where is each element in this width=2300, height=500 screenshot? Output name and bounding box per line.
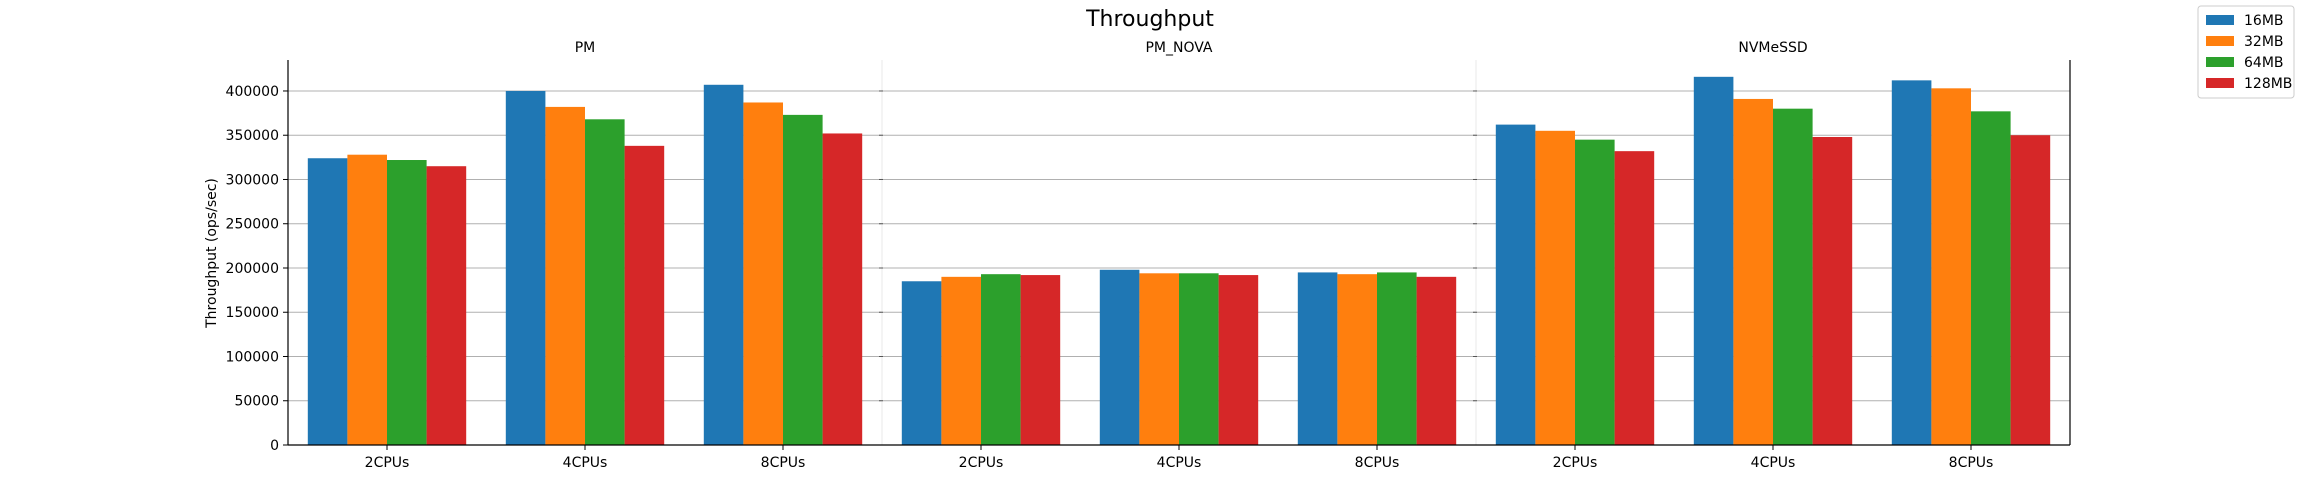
y-tick-label: 150000	[226, 305, 279, 321]
y-tick-label: 250000	[226, 217, 279, 233]
bar-NVMeSSD-8CPUs-64MB	[1971, 111, 2011, 445]
x-tick-label: 8CPUs	[761, 455, 806, 471]
panel-2: NVMeSSD 2CPUs 4CPUs 8CPUs	[1473, 40, 2070, 471]
bar-PM_NOVA-8CPUs-32MB	[1337, 274, 1377, 445]
x-tick-label: 2CPUs	[959, 455, 1004, 471]
legend-swatch-16MB	[2206, 15, 2234, 25]
bar-PM_NOVA-4CPUs-32MB	[1139, 273, 1179, 445]
y-tick-label: 0	[270, 438, 279, 454]
x-tick-label: 4CPUs	[1751, 455, 1796, 471]
y-tick-label: 400000	[226, 84, 279, 100]
bar-PM-8CPUs-16MB	[703, 84, 744, 445]
legend-label: 32MB	[2244, 34, 2284, 50]
bar-NVMeSSD-4CPUs-32MB	[1733, 98, 1773, 445]
x-tick-label: 8CPUs	[1355, 455, 1400, 471]
bar-NVMeSSD-2CPUs-32MB	[1535, 130, 1575, 445]
bar-NVMeSSD-4CPUs-64MB	[1773, 108, 1813, 445]
legend-swatch-128MB	[2206, 78, 2234, 88]
bar-NVMeSSD-2CPUs-16MB	[1495, 124, 1536, 445]
bar-NVMeSSD-8CPUs-16MB	[1891, 80, 1932, 445]
bar-NVMeSSD-2CPUs-64MB	[1575, 139, 1615, 446]
bar-PM_NOVA-8CPUs-128MB	[1416, 276, 1457, 445]
bar-NVMeSSD-8CPUs-128MB	[2010, 135, 2051, 445]
bar-PM_NOVA-4CPUs-64MB	[1179, 273, 1219, 445]
legend-label: 64MB	[2244, 55, 2284, 71]
legend: 16MB 32MB 64MB 128MB	[2197, 5, 2295, 99]
panel-title: PM_NOVA	[1145, 40, 1212, 56]
legend-swatch-32MB	[2206, 36, 2234, 46]
bar-NVMeSSD-8CPUs-32MB	[1931, 88, 1971, 445]
y-tick-label: 350000	[226, 128, 279, 144]
bar-PM-2CPUs-128MB	[426, 166, 467, 445]
x-tick-label: 2CPUs	[1553, 455, 1598, 471]
bar-PM_NOVA-2CPUs-64MB	[981, 274, 1021, 445]
bar-PM-4CPUs-128MB	[624, 145, 665, 445]
x-tick-label: 2CPUs	[365, 455, 410, 471]
legend-swatch-64MB	[2206, 57, 2234, 67]
bar-PM_NOVA-2CPUs-32MB	[941, 276, 981, 445]
bar-NVMeSSD-4CPUs-16MB	[1693, 76, 1734, 445]
chart-title: Throughput	[1085, 7, 1214, 32]
panel-0: PM 2CPUs 4CPUs 8CPUs	[288, 40, 882, 471]
bar-PM-4CPUs-64MB	[585, 119, 625, 445]
y-tick-label: 50000	[234, 394, 279, 410]
bar-PM_NOVA-4CPUs-128MB	[1218, 275, 1259, 445]
y-tick-label: 300000	[226, 172, 279, 188]
bar-PM-4CPUs-32MB	[545, 106, 585, 445]
axes: 0 50000 100000 150000 200000 250000 300000 3500…	[226, 60, 2071, 454]
bar-PM-8CPUs-64MB	[783, 114, 823, 445]
bar-PM_NOVA-2CPUs-128MB	[1020, 275, 1061, 445]
y-axis-label: Throughput (ops/sec)	[204, 178, 220, 329]
x-tick-label: 4CPUs	[563, 455, 608, 471]
panel-title: NVMeSSD	[1738, 40, 1807, 56]
bar-PM_NOVA-4CPUs-16MB	[1099, 269, 1140, 445]
bar-PM-2CPUs-32MB	[347, 154, 387, 445]
x-tick-label: 4CPUs	[1157, 455, 1202, 471]
legend-label: 128MB	[2244, 76, 2292, 92]
bar-PM-2CPUs-64MB	[387, 160, 427, 446]
x-tick-label: 8CPUs	[1949, 455, 1994, 471]
bar-PM_NOVA-2CPUs-16MB	[901, 281, 942, 445]
bar-PM-8CPUs-32MB	[743, 102, 783, 445]
bar-PM_NOVA-8CPUs-64MB	[1377, 272, 1417, 445]
bar-PM_NOVA-8CPUs-16MB	[1297, 272, 1338, 445]
legend-label: 16MB	[2244, 13, 2284, 29]
y-tick-label: 100000	[226, 349, 279, 365]
bar-NVMeSSD-4CPUs-128MB	[1812, 137, 1853, 445]
bar-NVMeSSD-2CPUs-128MB	[1614, 151, 1655, 445]
legend-box	[2197, 5, 2295, 99]
y-tick-label: 200000	[226, 261, 279, 277]
bar-PM-4CPUs-16MB	[505, 90, 546, 445]
panel-1: PM_NOVA 2CPUs 4CPUs 8CPUs	[879, 40, 1476, 471]
panel-title: PM	[575, 40, 596, 56]
bar-PM-2CPUs-16MB	[307, 158, 348, 445]
bar-PM-8CPUs-128MB	[822, 133, 863, 445]
